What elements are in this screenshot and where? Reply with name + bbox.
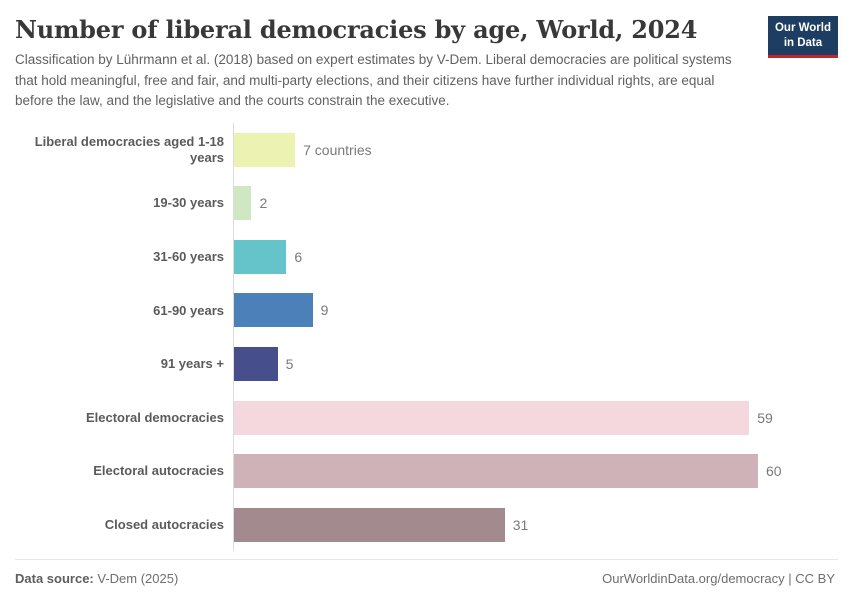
bar[interactable] [234, 400, 750, 435]
chart-row: 31-60 years 6 [15, 230, 838, 284]
bar-area: 60 [233, 454, 838, 489]
bar-area: 31 [233, 507, 838, 542]
bar-area: 5 [233, 346, 838, 381]
category-label: Liberal democracies aged 1-18 years [34, 133, 224, 165]
bar-value-label: 31 [512, 516, 529, 533]
category-label: 31-60 years [153, 248, 224, 264]
bar-value-label: 59 [757, 409, 773, 426]
bar-area: 6 [233, 239, 838, 274]
chart-row: Electoral autocracies 60 [15, 444, 838, 498]
bar-value-label: 7 countries [303, 141, 372, 158]
bar[interactable] [234, 346, 278, 381]
category-label: 19-30 years [153, 195, 224, 211]
category-label: 91 years + [160, 356, 224, 372]
bar-area: 7 countries [233, 132, 838, 167]
data-source: Data source: V-Dem (2025) [15, 571, 178, 586]
owid-logo-line2: in Data [783, 36, 823, 49]
bar[interactable] [234, 186, 252, 221]
bar-value-label: 60 [766, 463, 782, 480]
bar[interactable] [234, 239, 287, 274]
header: Number of liberal democracies by age, Wo… [15, 14, 838, 112]
chart-row: 91 years + 5 [15, 337, 838, 391]
category-label: Electoral autocracies [93, 463, 224, 479]
chart-row: Liberal democracies aged 1-18 years 7 co… [15, 123, 838, 177]
bar-value-label: 5 [285, 355, 294, 372]
bar[interactable] [234, 293, 313, 328]
chart-subtitle: Classification by Lührmann et al. (2018)… [15, 52, 732, 109]
bar-area: 2 [233, 186, 838, 221]
bar[interactable] [234, 454, 758, 489]
category-label: 61-90 years [153, 302, 224, 318]
chart-row: 19-30 years 2 [15, 176, 838, 230]
category-label: Electoral democracies [85, 409, 224, 425]
y-axis-line [233, 122, 234, 552]
bar-area: 9 [233, 293, 838, 328]
bar-value-label: 2 [259, 195, 268, 212]
chart-row: 61-90 years 9 [15, 284, 838, 338]
data-source-value: V-Dem (2025) [93, 571, 179, 586]
header-text: Number of liberal democracies by age, Wo… [15, 14, 745, 112]
footer-link[interactable]: OurWorldinData.org/democracy | CC BY [602, 571, 835, 586]
bar-value-label: 9 [320, 302, 329, 319]
footer: Data source: V-Dem (2025) OurWorldinData… [15, 559, 838, 600]
bar[interactable] [234, 132, 296, 167]
bar[interactable] [234, 507, 505, 542]
bar-value-label: 6 [294, 248, 303, 265]
owid-logo-line1: Our World [774, 22, 831, 34]
chart-row: Electoral democracies 59 [15, 391, 838, 445]
data-source-label: Data source: [15, 571, 94, 586]
bar-area: 59 [233, 400, 838, 435]
chart-row: Closed autocracies 31 [15, 498, 838, 552]
category-label: Closed autocracies [104, 516, 224, 532]
owid-logo[interactable]: Our World in Data [767, 16, 838, 58]
bar-chart: Liberal democracies aged 1-18 years 7 co… [15, 122, 838, 552]
chart-title: Number of liberal democracies by age, Wo… [15, 15, 698, 44]
